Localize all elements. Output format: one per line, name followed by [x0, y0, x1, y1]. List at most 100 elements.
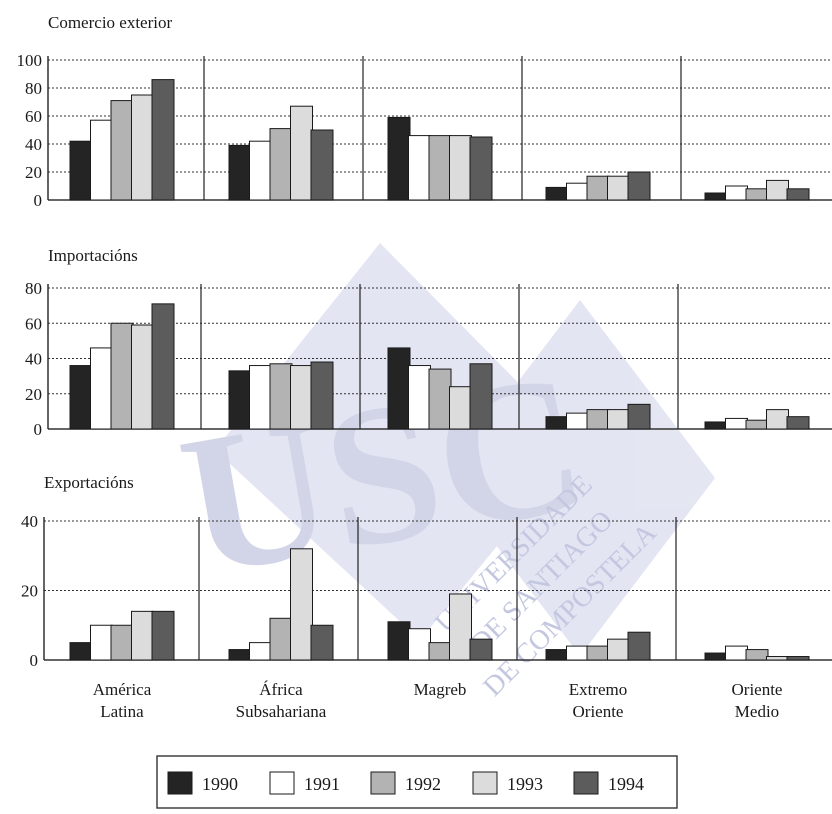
panel-title: Importacións	[48, 246, 138, 265]
bar-1992	[745, 419, 769, 430]
y-tick-label: 60	[25, 314, 42, 333]
bar-1994	[151, 610, 175, 661]
bar-1990	[228, 144, 252, 201]
y-tick-label: 0	[30, 651, 39, 670]
bar-1994	[469, 136, 493, 201]
bar-1992	[269, 128, 293, 201]
legend-box	[156, 755, 678, 809]
bar-1992	[110, 624, 134, 661]
bar-1991	[408, 365, 431, 430]
bar-1992	[586, 175, 610, 201]
bar-1991	[90, 347, 113, 430]
bar-1991	[90, 624, 113, 661]
bar-1993	[766, 179, 789, 201]
bar-1993	[290, 105, 313, 201]
bar-1994	[151, 303, 175, 430]
bar-1993	[131, 94, 154, 201]
bar-1992	[428, 368, 452, 430]
bar-1992	[269, 617, 293, 661]
bar-1990	[545, 416, 569, 430]
bar-1994	[786, 656, 810, 661]
bar-1994	[310, 624, 334, 661]
panel-0: Comercio exterior 0 20 40 60 80 100	[17, 13, 832, 210]
bar-1991	[408, 135, 431, 201]
category-label: Magreb	[414, 680, 467, 699]
bar-1993	[607, 175, 630, 201]
bar-1991	[408, 628, 431, 661]
bar-1993	[449, 386, 472, 430]
bar-1991	[566, 645, 589, 661]
bar-1993	[290, 365, 313, 430]
legend-swatch-1993	[472, 771, 498, 795]
bar-1994	[310, 129, 334, 201]
bar-1990	[704, 421, 728, 430]
panel-title: Exportacións	[44, 473, 134, 492]
bar-1990	[545, 649, 569, 661]
bar-1991	[566, 182, 589, 201]
bar-1992	[428, 135, 452, 201]
bar-1994	[469, 638, 493, 661]
legend-label: 1993	[507, 774, 543, 794]
category-label: América Latina	[93, 680, 152, 721]
y-tick-label: 100	[17, 51, 43, 70]
bar-1994	[627, 171, 651, 201]
bar-1991	[566, 412, 589, 430]
y-tick-label: 0	[34, 420, 43, 439]
legend-label: 1994	[608, 774, 644, 794]
y-tick-label: 40	[21, 512, 38, 531]
bar-1994	[469, 363, 493, 430]
y-tick-label: 40	[25, 135, 42, 154]
bar-1992	[428, 642, 452, 661]
bar-1992	[110, 100, 134, 201]
bar-1991	[90, 119, 113, 201]
category-label: Extremo Oriente	[569, 680, 628, 721]
bar-1993	[607, 638, 630, 661]
bar-1993	[766, 409, 789, 430]
bar-1994	[786, 416, 810, 430]
bar-1994	[151, 79, 175, 201]
bar-1993	[449, 135, 472, 201]
category-label: Oriente Medio	[732, 680, 783, 721]
bar-1990	[545, 186, 569, 201]
y-tick-label: 20	[21, 582, 38, 601]
bar-1992	[745, 188, 769, 201]
bar-1991	[725, 417, 748, 430]
y-tick-label: 60	[25, 107, 42, 126]
bar-1993	[131, 324, 154, 430]
bar-1993	[766, 656, 789, 661]
bar-1994	[627, 403, 651, 430]
bar-1990	[69, 642, 93, 661]
y-tick-label: 20	[25, 163, 42, 182]
bar-1990	[387, 347, 411, 430]
bar-1992	[110, 322, 134, 430]
bar-1991	[249, 642, 272, 661]
panel-2: Exportacións 0 20 40	[21, 473, 832, 670]
bar-1990	[704, 192, 728, 201]
legend-swatch-1994	[573, 771, 599, 795]
bar-1994	[786, 188, 810, 201]
bar-1991	[725, 185, 748, 201]
legend-swatch-1990	[167, 771, 193, 795]
bar-1992	[269, 363, 293, 430]
bar-1990	[69, 140, 93, 201]
bar-1994	[310, 361, 334, 430]
y-tick-label: 20	[25, 385, 42, 404]
legend-label: 1991	[304, 774, 340, 794]
bar-1993	[290, 548, 313, 661]
bar-1993	[449, 593, 472, 661]
bar-1991	[725, 645, 748, 661]
bar-1993	[131, 610, 154, 661]
y-tick-label: 80	[25, 79, 42, 98]
bar-1990	[228, 370, 252, 430]
legend-label: 1992	[405, 774, 441, 794]
y-tick-label: 0	[34, 191, 43, 210]
bar-1994	[627, 631, 651, 661]
bar-1991	[249, 365, 272, 430]
bar-1990	[228, 649, 252, 661]
panel-title: Comercio exterior	[48, 13, 172, 32]
bar-1992	[586, 645, 610, 661]
bar-1992	[586, 409, 610, 430]
bar-1993	[607, 409, 630, 430]
y-tick-label: 80	[25, 279, 42, 298]
panel-1: Importacións 0 20 40 60 80	[25, 246, 832, 439]
